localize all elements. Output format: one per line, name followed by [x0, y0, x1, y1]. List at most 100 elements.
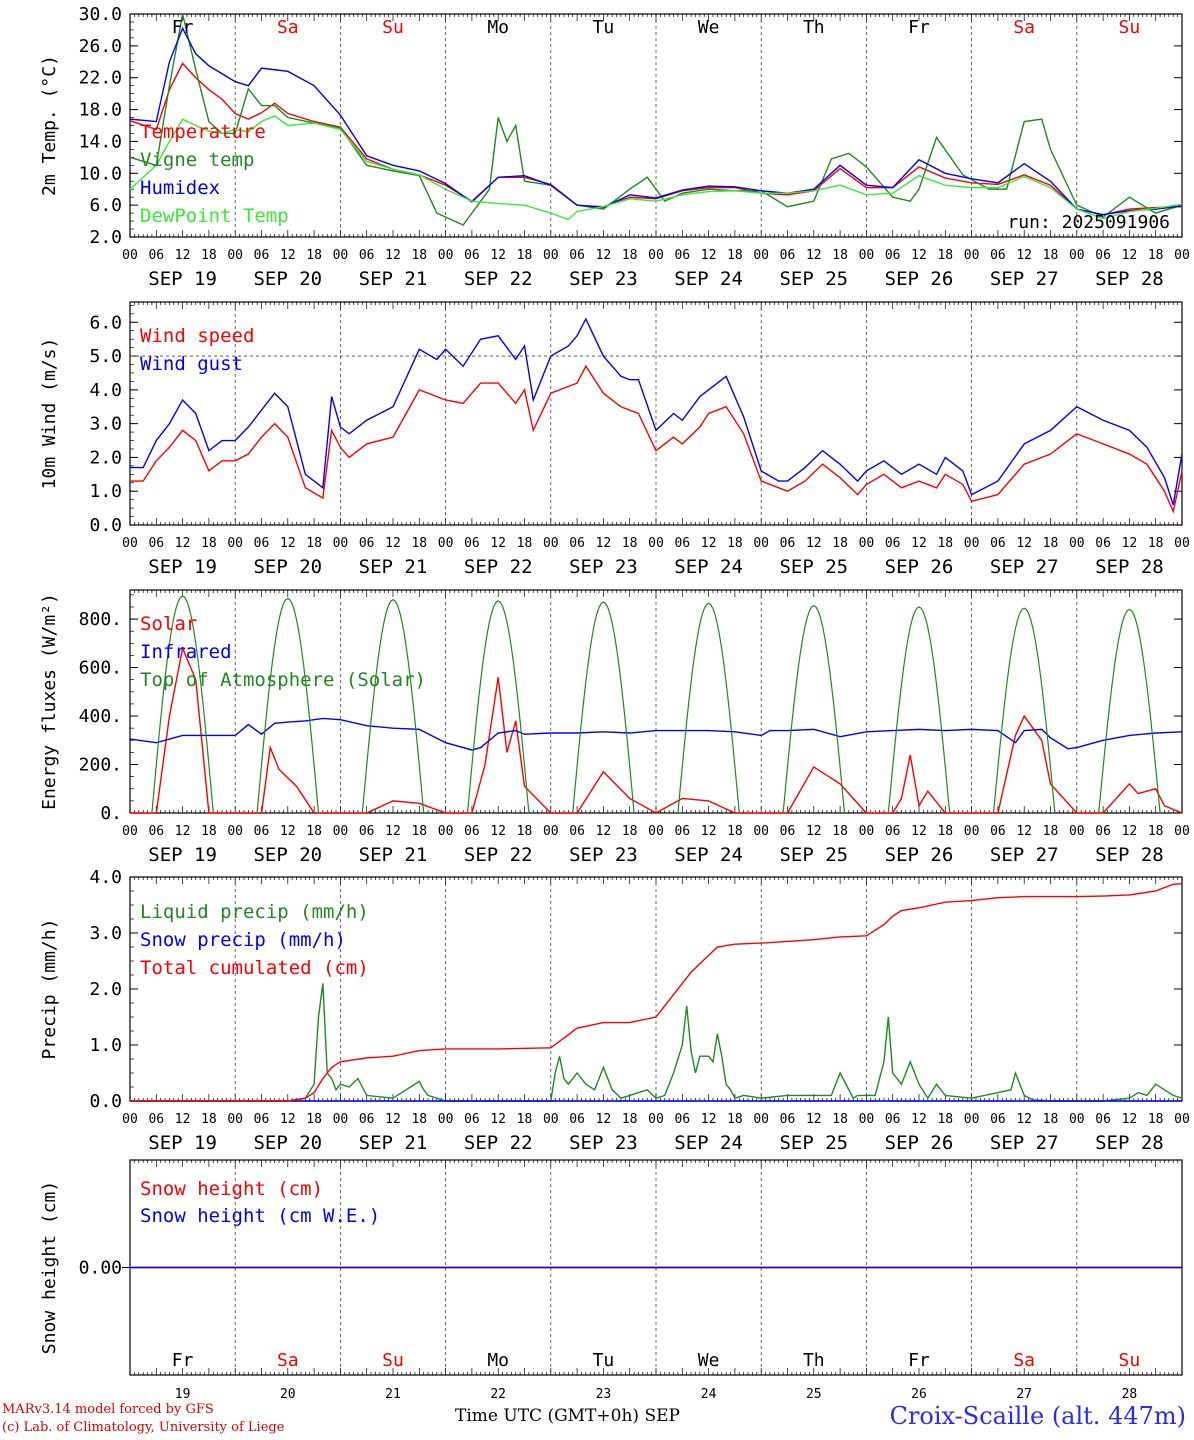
temp-legend-entry: DewPoint Temp: [140, 205, 289, 227]
hour-tick-label: 18: [411, 248, 427, 263]
hour-tick-label: 12: [280, 824, 296, 839]
weekday-label: Su: [382, 17, 404, 38]
hour-tick-label: 00: [753, 248, 769, 263]
hour-tick-label: 00: [227, 1112, 243, 1127]
snow-y-tick-label: 0.00: [79, 1258, 122, 1279]
hour-tick-label: 00: [1174, 824, 1190, 839]
flux-frame: [129, 589, 1183, 814]
day-number-label: 20: [280, 1387, 296, 1402]
hour-tick-label: 06: [674, 824, 690, 839]
hour-tick-label: 12: [701, 1112, 717, 1127]
precip-y-axis-title: Precip (mm/h): [39, 919, 60, 1060]
hour-tick-label: 12: [596, 536, 612, 551]
wind-y-tick-label: 6.0: [89, 312, 122, 333]
date-label: SEP 19: [148, 556, 217, 578]
day-number-label: 24: [701, 1387, 717, 1402]
date-label: SEP 19: [148, 268, 217, 290]
hour-tick-label: 06: [674, 536, 690, 551]
hour-tick-label: 18: [201, 248, 217, 263]
date-label: SEP 21: [359, 844, 428, 866]
hour-tick-label: 00: [859, 536, 875, 551]
hour-tick-label: 06: [1095, 248, 1111, 263]
hour-tick-label: 18: [306, 248, 322, 263]
hour-tick-label: 12: [175, 536, 191, 551]
hour-tick-label: 00: [543, 1112, 559, 1127]
hour-tick-label: 12: [385, 248, 401, 263]
hour-tick-label: 06: [990, 1112, 1006, 1127]
hour-tick-label: 12: [701, 248, 717, 263]
weekday-label: Fr: [172, 1350, 194, 1371]
hour-tick-label: 18: [411, 536, 427, 551]
hour-tick-label: 18: [201, 536, 217, 551]
hour-tick-label: 00: [753, 1112, 769, 1127]
hour-tick-label: 06: [990, 536, 1006, 551]
hour-tick-label: 12: [280, 1112, 296, 1127]
hour-tick-label: 00: [859, 824, 875, 839]
weekday-label: Th: [803, 1350, 825, 1371]
hour-tick-label: 12: [385, 1112, 401, 1127]
panel-temp: [129, 13, 1183, 238]
date-label: SEP 23: [569, 1132, 638, 1154]
hour-tick-label: 06: [254, 1112, 270, 1127]
precip-y-tick-label: 1.0: [89, 1035, 122, 1056]
weekday-label: Fr: [908, 1350, 930, 1371]
hour-tick-label: 12: [806, 1112, 822, 1127]
date-label: SEP 22: [464, 268, 533, 290]
hour-tick-label: 18: [622, 536, 638, 551]
temp-series-line: [129, 115, 1183, 221]
hour-tick-label: 00: [438, 824, 454, 839]
hour-tick-label: 18: [937, 1112, 953, 1127]
day-number-label: 19: [175, 1387, 191, 1402]
date-label: SEP 27: [990, 556, 1059, 578]
hour-tick-label: 00: [438, 536, 454, 551]
date-label: SEP 20: [253, 556, 322, 578]
hour-tick-label: 12: [1122, 536, 1138, 551]
temp-y-tick-label: 18.0: [79, 100, 122, 121]
hour-tick-label: 12: [1122, 1112, 1138, 1127]
station-name: Croix-Scaille (alt. 447m): [889, 1402, 1186, 1430]
hour-tick-label: 06: [464, 1112, 480, 1127]
flux-legend-entry: Infrared: [140, 641, 232, 663]
hour-tick-label: 18: [937, 824, 953, 839]
wind-y-tick-label: 0.0: [89, 515, 122, 536]
hour-tick-label: 00: [543, 248, 559, 263]
temp-y-tick-label: 2.0: [89, 227, 122, 248]
snow-legend-entry: Snow height (cm W.E.): [140, 1205, 380, 1227]
hour-tick-label: 18: [832, 1112, 848, 1127]
hour-tick-label: 18: [517, 248, 533, 263]
hour-tick-label: 00: [333, 824, 349, 839]
hour-tick-label: 12: [280, 248, 296, 263]
panel-snow: [122, 1159, 1183, 1376]
precip-series-line: [130, 883, 1183, 1102]
hour-tick-label: 06: [1095, 536, 1111, 551]
date-label: SEP 19: [148, 844, 217, 866]
hour-tick-label: 00: [964, 824, 980, 839]
hour-tick-label: 12: [596, 1112, 612, 1127]
hour-tick-label: 06: [148, 824, 164, 839]
hour-tick-label: 06: [148, 536, 164, 551]
date-label: SEP 22: [464, 556, 533, 578]
date-label: SEP 21: [359, 268, 428, 290]
hour-tick-label: 06: [885, 824, 901, 839]
hour-tick-label: 12: [490, 248, 506, 263]
date-label: SEP 26: [885, 1132, 954, 1154]
day-number-label: 26: [911, 1387, 927, 1402]
hour-tick-label: 06: [990, 248, 1006, 263]
hour-tick-label: 18: [1043, 824, 1059, 839]
hour-tick-label: 00: [333, 1112, 349, 1127]
hour-tick-label: 06: [885, 536, 901, 551]
temp-legend-entry: Temperature: [140, 121, 266, 143]
hour-tick-label: 12: [175, 248, 191, 263]
date-label: SEP 27: [990, 844, 1059, 866]
hour-tick-label: 18: [622, 248, 638, 263]
day-number-label: 28: [1122, 1387, 1138, 1402]
hour-tick-label: 12: [911, 536, 927, 551]
flux-y-tick-label: 200.: [79, 755, 122, 776]
date-label: SEP 20: [253, 844, 322, 866]
hour-tick-label: 06: [780, 536, 796, 551]
temp-y-tick-label: 22.0: [79, 68, 122, 89]
hour-tick-label: 00: [1069, 1112, 1085, 1127]
date-label: SEP 24: [674, 268, 743, 290]
hour-tick-label: 18: [1148, 824, 1164, 839]
